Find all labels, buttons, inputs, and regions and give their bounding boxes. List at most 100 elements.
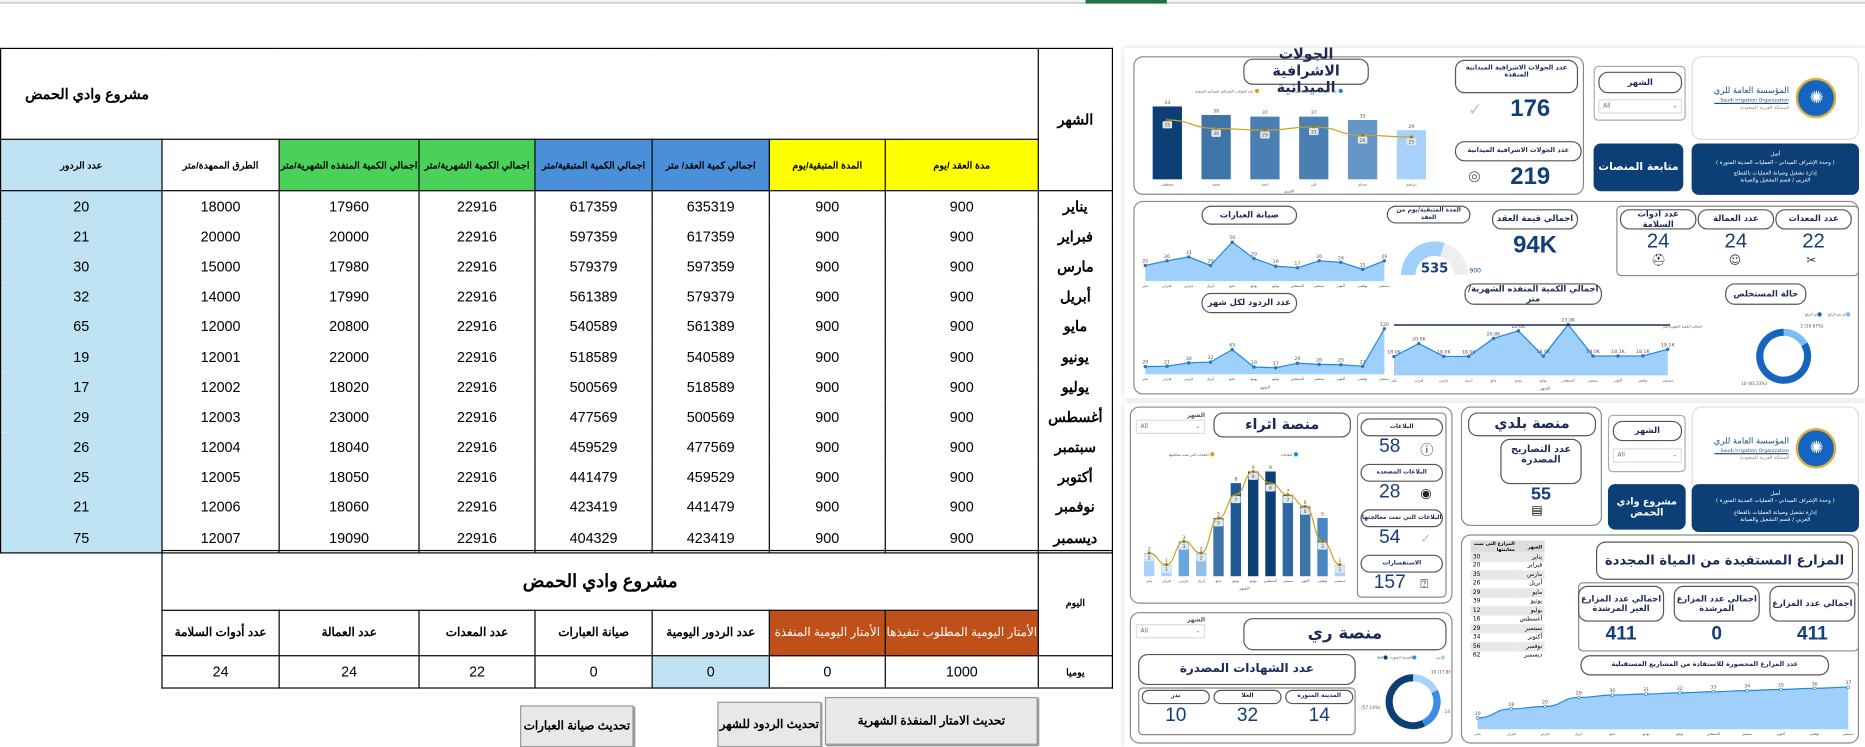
- table-cell[interactable]: 17990: [278, 281, 420, 312]
- table-cell[interactable]: 22916: [418, 492, 536, 523]
- daily-value[interactable]: 24: [278, 655, 420, 689]
- table-cell[interactable]: 423419: [651, 522, 770, 554]
- table-cell[interactable]: 900: [768, 190, 886, 222]
- daily-value[interactable]: 0: [534, 655, 653, 689]
- table-cell[interactable]: 22916: [418, 190, 536, 222]
- table-cell[interactable]: 15000: [161, 251, 280, 282]
- table-cell[interactable]: 518589: [534, 341, 653, 372]
- month-cell[interactable]: فبراير: [1037, 221, 1114, 252]
- table-cell[interactable]: 22916: [418, 462, 536, 493]
- table-cell[interactable]: 26: [0, 432, 163, 463]
- platforms-month-filter[interactable]: الشهر All ⌄: [1607, 414, 1686, 473]
- table-cell[interactable]: 17960: [278, 190, 420, 222]
- table-cell[interactable]: 500569: [534, 371, 653, 403]
- table-cell[interactable]: 20000: [278, 221, 420, 252]
- table-cell[interactable]: 900: [884, 251, 1039, 282]
- table-cell[interactable]: 22916: [418, 402, 536, 433]
- table-cell[interactable]: 900: [884, 341, 1039, 372]
- daily-value[interactable]: 24: [161, 655, 280, 689]
- table-cell[interactable]: 25: [0, 462, 163, 493]
- table-cell[interactable]: 423419: [534, 492, 653, 523]
- ri-month-filter[interactable]: الشهر All ⌄: [1135, 616, 1206, 647]
- table-cell[interactable]: 18060: [278, 492, 420, 523]
- table-cell[interactable]: 21: [0, 492, 163, 523]
- filter-select[interactable]: All ⌄: [1612, 448, 1683, 463]
- table-cell[interactable]: 900: [768, 492, 886, 523]
- table-cell[interactable]: 900: [768, 281, 886, 312]
- table-cell[interactable]: 18050: [278, 462, 420, 493]
- table-cell[interactable]: 900: [884, 432, 1039, 463]
- table-cell[interactable]: 404329: [534, 522, 653, 554]
- table-cell[interactable]: 597359: [651, 251, 770, 282]
- table-cell[interactable]: 900: [768, 251, 886, 282]
- table-cell[interactable]: 12006: [161, 492, 280, 523]
- table-cell[interactable]: 19: [0, 341, 163, 372]
- farms-column-header[interactable]: المزارع التي تمت معاينتها: [1470, 540, 1518, 553]
- table-cell[interactable]: 617359: [534, 190, 653, 222]
- update-culverts-button[interactable]: تحديث صيانة العبارات: [520, 705, 634, 747]
- month-cell[interactable]: يوليو: [1037, 371, 1114, 403]
- table-cell[interactable]: 900: [884, 311, 1039, 342]
- table-cell[interactable]: 12003: [161, 402, 280, 433]
- table-cell[interactable]: 540589: [651, 341, 770, 372]
- table-cell[interactable]: 22916: [418, 341, 536, 372]
- table-cell[interactable]: 18040: [278, 432, 420, 463]
- month-cell[interactable]: ديسمبر: [1037, 522, 1114, 554]
- table-cell[interactable]: 540589: [534, 311, 653, 342]
- table-cell[interactable]: 900: [768, 311, 886, 342]
- table-cell[interactable]: 900: [768, 522, 886, 554]
- table-cell[interactable]: 22916: [418, 311, 536, 342]
- table-cell[interactable]: 459529: [651, 462, 770, 493]
- table-cell[interactable]: 12000: [161, 311, 280, 342]
- table-cell[interactable]: 20800: [278, 311, 420, 342]
- table-cell[interactable]: 561389: [651, 311, 770, 342]
- table-cell[interactable]: 20000: [161, 221, 280, 252]
- table-cell[interactable]: 20: [0, 190, 163, 222]
- table-cell[interactable]: 500569: [651, 402, 770, 433]
- month-cell[interactable]: أبريل: [1037, 281, 1114, 312]
- filter-select[interactable]: All ⌄: [1135, 419, 1206, 434]
- table-cell[interactable]: 900: [768, 462, 886, 493]
- table-cell[interactable]: 12005: [161, 462, 280, 493]
- table-cell[interactable]: 32: [0, 281, 163, 312]
- table-cell[interactable]: 22000: [278, 341, 420, 372]
- table-cell[interactable]: 441479: [651, 492, 770, 523]
- table-cell[interactable]: 900: [768, 402, 886, 433]
- table-cell[interactable]: 597359: [534, 221, 653, 252]
- month-cell[interactable]: مايو: [1037, 311, 1114, 342]
- table-cell[interactable]: 900: [884, 190, 1039, 222]
- table-cell[interactable]: 900: [768, 371, 886, 403]
- table-cell[interactable]: 17980: [278, 251, 420, 282]
- table-cell[interactable]: 17: [0, 371, 163, 403]
- table-cell[interactable]: 22916: [418, 522, 536, 554]
- table-cell[interactable]: 900: [884, 371, 1039, 403]
- table-cell[interactable]: 518589: [651, 371, 770, 403]
- daily-value[interactable]: 1000: [884, 655, 1039, 689]
- month-cell[interactable]: يناير: [1037, 190, 1114, 222]
- table-cell[interactable]: 477569: [534, 402, 653, 433]
- table-cell[interactable]: 18020: [278, 371, 420, 403]
- daily-value[interactable]: 0: [768, 655, 886, 689]
- table-cell[interactable]: 19090: [278, 522, 420, 554]
- table-cell[interactable]: 29: [0, 402, 163, 433]
- month-cell[interactable]: مارس: [1037, 251, 1114, 282]
- table-cell[interactable]: 21: [0, 221, 163, 252]
- table-cell[interactable]: 579379: [534, 251, 653, 282]
- update-monthly-meters-button[interactable]: تحديث الامتار المنفذة الشهرية: [824, 696, 1038, 745]
- table-cell[interactable]: 22916: [418, 251, 536, 282]
- month-cell[interactable]: يونيو: [1037, 341, 1114, 372]
- table-cell[interactable]: 23000: [278, 402, 420, 433]
- table-cell[interactable]: 900: [768, 432, 886, 463]
- table-cell[interactable]: 22916: [418, 371, 536, 403]
- table-cell[interactable]: 12007: [161, 522, 280, 554]
- table-cell[interactable]: 12001: [161, 341, 280, 372]
- table-cell[interactable]: 635319: [651, 190, 770, 222]
- filter-select[interactable]: All ⌄: [1598, 99, 1683, 114]
- table-cell[interactable]: 12004: [161, 432, 280, 463]
- table-cell[interactable]: 900: [884, 281, 1039, 312]
- table-cell[interactable]: 65: [0, 311, 163, 342]
- table-cell[interactable]: 441479: [534, 462, 653, 493]
- table-cell[interactable]: 14000: [161, 281, 280, 312]
- table-cell[interactable]: 459529: [534, 432, 653, 463]
- table-cell[interactable]: 477569: [651, 432, 770, 463]
